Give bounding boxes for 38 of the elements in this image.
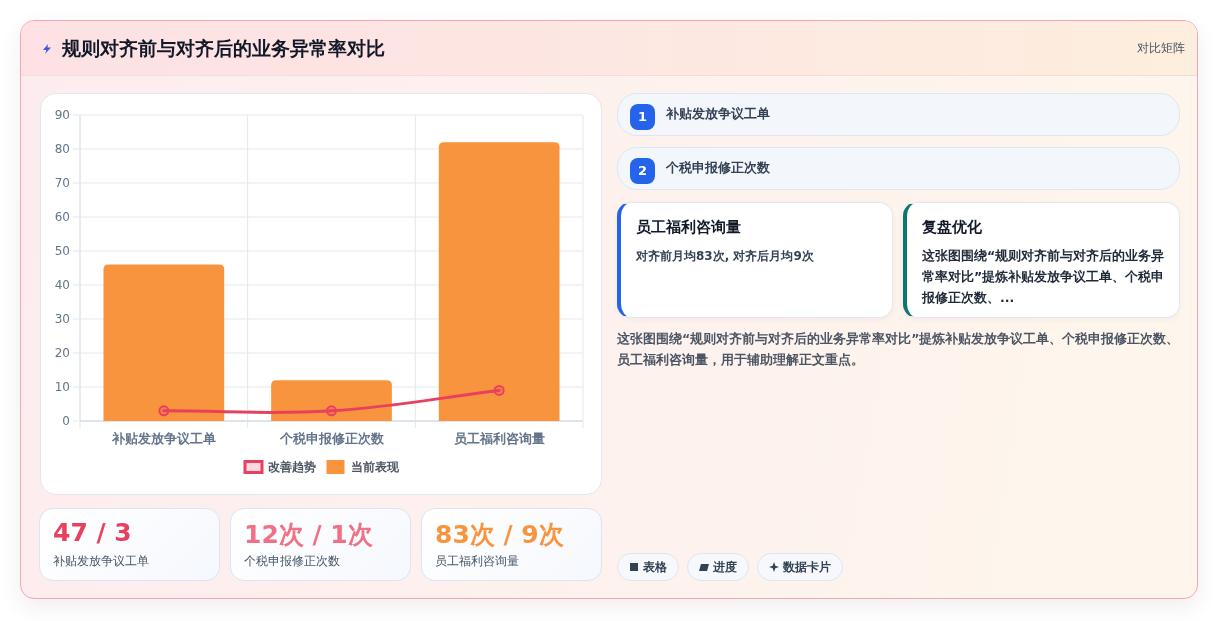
bar [438, 142, 560, 421]
text: 表格 [643, 558, 667, 576]
bar [271, 380, 392, 421]
text: 员工福利咨询量 [435, 553, 519, 570]
y-tick-label: 50 [54, 244, 70, 258]
text: 员工福利咨询量 [636, 218, 741, 237]
x-tick-label: 补贴发放争议工单 [110, 431, 216, 446]
y-tick-label: 10 [54, 380, 70, 394]
text: 进度 [713, 558, 737, 576]
text: 个税申报修正次数 [244, 553, 340, 570]
text: 1 [636, 109, 648, 124]
y-tick-label: 90 [54, 108, 70, 122]
text: 2 [636, 163, 648, 178]
y-tick-label: 20 [54, 346, 70, 360]
text: 这张图围绕“规则对齐前与对齐后的业务异常率对比”提炼补贴发放争议工单、个税申报修正次数、员工福利咨询量，用于辅助理解正文重点。 [617, 330, 1181, 369]
text: 12次 / 1次 [244, 519, 373, 551]
y-tick-label: 70 [54, 176, 70, 190]
text: 83次 / 9次 [435, 519, 564, 551]
text: 补贴发放争议工单 [53, 553, 149, 570]
y-tick-label: 80 [54, 142, 70, 156]
bar [103, 264, 225, 421]
y-tick-label: 40 [54, 278, 70, 292]
legend-label: 改善趋势 [267, 460, 316, 474]
text: 对比矩阵 [1136, 40, 1185, 57]
y-tick-label: 0 [62, 414, 70, 428]
legend-label: 当前表现 [350, 460, 400, 474]
y-tick-label: 30 [54, 312, 70, 326]
text: 47 / 3 [53, 518, 132, 547]
x-tick-label: 员工福利咨询量 [453, 431, 545, 446]
text: 这张图围绕“规则对齐前与对齐后的业务异常率对比”提炼补贴发放争议工单、个税申报修正次数、... [922, 247, 1166, 307]
text: 对齐前月均83次, 对齐后月均9次 [636, 248, 815, 265]
text: 补贴发放争议工单 [666, 106, 770, 123]
text: 个税申报修正次数 [666, 160, 770, 177]
x-tick-label: 个税申报修正次数 [278, 431, 385, 446]
y-tick-label: 60 [54, 210, 70, 224]
text: 复盘优化 [922, 218, 982, 237]
text: 数据卡片 [783, 558, 831, 576]
chart-title: 规则对齐前与对齐后的业务异常率对比 [62, 36, 385, 61]
